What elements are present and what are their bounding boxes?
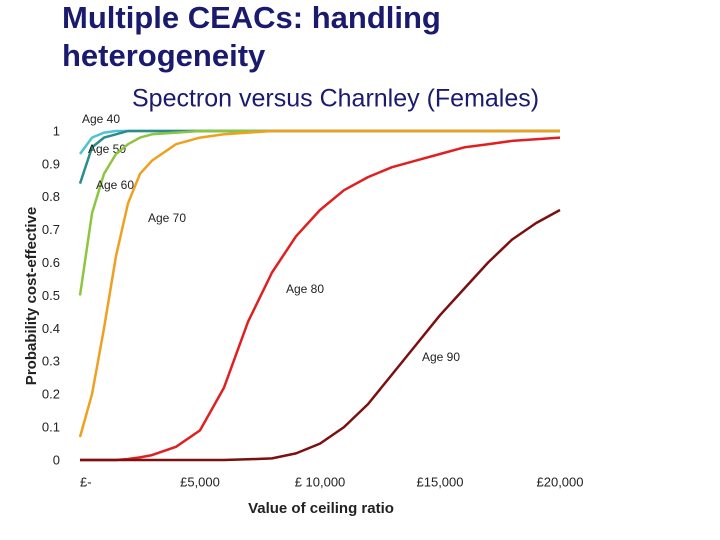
- y-tick-label: 0.5: [42, 288, 60, 303]
- x-tick-label: £15,000: [417, 474, 464, 489]
- x-tick-label: £-: [80, 474, 92, 489]
- y-tick-label: 0.2: [42, 387, 60, 402]
- series-line: [80, 208, 561, 462]
- y-axis-title: Probability cost-effective: [23, 207, 40, 385]
- y-tick-label: 0.1: [42, 420, 60, 435]
- x-tick-label: £ 10,000: [295, 474, 346, 489]
- x-axis-title: Value of ceiling ratio: [248, 500, 394, 517]
- slide-title-line: Multiple CEACs: handling heterogeneity: [62, 0, 441, 73]
- y-tick-label: 0.9: [42, 156, 60, 171]
- x-tick-label: £20,000: [537, 474, 584, 489]
- series-line: [78, 129, 560, 184]
- y-tick-label: 0.8: [42, 189, 60, 204]
- series-label: Age 40: [82, 112, 120, 126]
- y-tick-label: 0.6: [42, 255, 60, 270]
- y-tick-label: 0.7: [42, 222, 60, 237]
- y-tick-label: 0.3: [42, 354, 60, 369]
- series-label: Age 90: [422, 350, 460, 364]
- chart-subtitle: Spectron versus Charnley (Females): [132, 85, 539, 113]
- x-tick-label: £5,000: [180, 474, 220, 489]
- y-tick-label: 0.4: [42, 321, 60, 336]
- series-line: [78, 129, 560, 438]
- y-tick-label: 0: [53, 452, 60, 467]
- series-label: Age 70: [148, 211, 186, 225]
- series-label: Age 60: [96, 178, 134, 192]
- series-line: [80, 136, 561, 462]
- y-tick-label: 1: [53, 123, 60, 138]
- series-label: Age 80: [286, 282, 324, 296]
